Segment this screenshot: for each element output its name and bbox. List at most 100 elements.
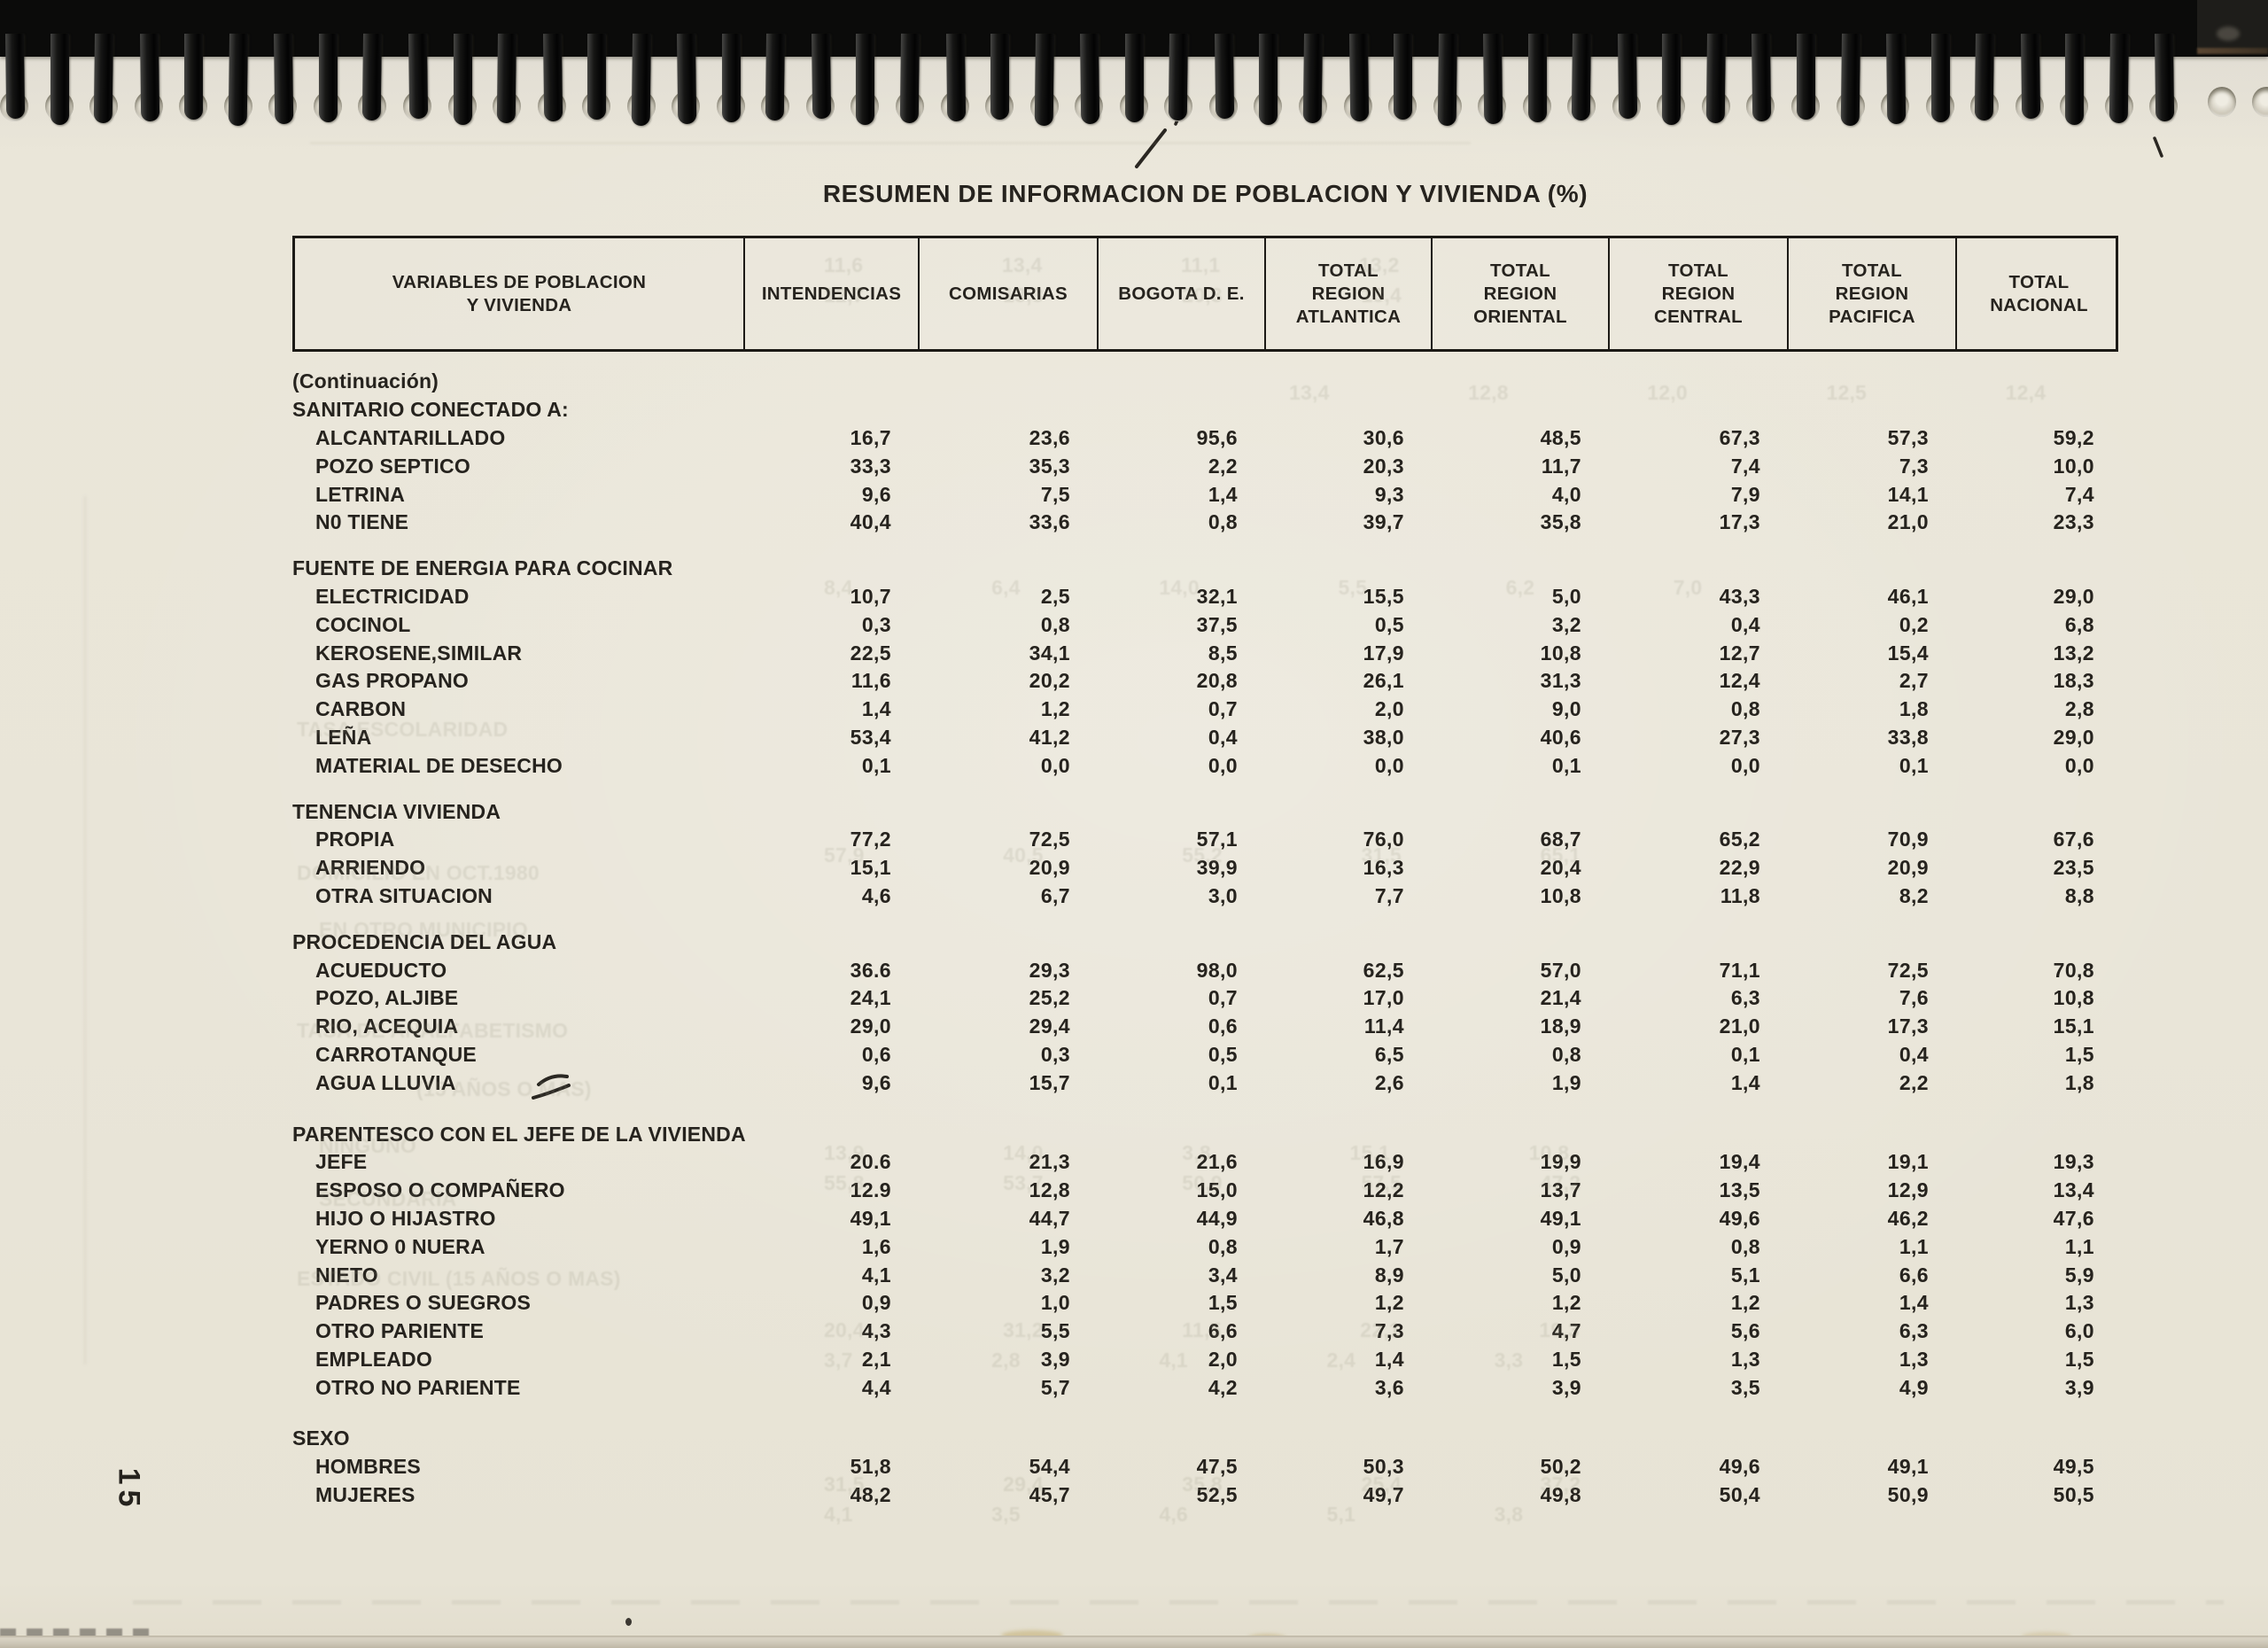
cell-value: 21,3 [1029,1150,1070,1174]
cell-value: 16,3 [1363,856,1404,880]
cell-value: 20,9 [1887,856,1929,880]
cell-value: 77,2 [850,828,891,851]
binding-prong [184,34,204,120]
header-line: TOTAL [1318,260,1379,281]
table-row: TENENCIA VIVIENDA [292,797,2118,826]
cell-value: 16,9 [1363,1150,1404,1174]
ghost-numbers: 20,4 31,2 11,5 22,1 19,3 [824,1318,1580,1341]
binding-prong [1214,33,1235,120]
cell-value: 25,2 [1029,986,1070,1010]
cell-value: 6,3 [1899,1319,1929,1343]
cell-value: 5,7 [1040,1375,1070,1399]
cell-value: 49,1 [1887,1455,1929,1479]
cell-value: 0,0 [1730,753,1760,777]
cell-value: 7,4 [2064,482,2094,506]
row-label: CARROTANQUE [315,1042,477,1066]
ghost-numbers: 31,5 29,4 35,8 25,4 37,2 [824,1473,1581,1496]
cell-value: 0,8 [1040,612,1070,636]
cell-value: 44,7 [1029,1206,1070,1230]
cell-value: 34,1 [1029,641,1070,665]
pen-tick-mark [2153,136,2163,158]
cell-value: 2,7 [1899,669,1929,693]
binding-prong [631,33,651,127]
binding-prong [990,34,1010,120]
binding-prong [1124,34,1144,122]
cell-value: 52,5 [1196,1483,1238,1507]
row-label: POZO, ALJIBE [315,986,459,1010]
cell-value: 6,6 [1899,1263,1929,1287]
cell-value: 0,4 [1899,1042,1929,1066]
cell-value: 0,8 [1208,510,1238,534]
cell-value: 20,9 [1029,856,1070,880]
cell-value: 51,8 [850,1455,891,1479]
cell-value: 15,1 [2053,1014,2094,1038]
ghost-numbers: 11,6 13,4 11,1 13,2 [824,253,1400,276]
binding-prong [1394,34,1413,120]
cell-value: 15,1 [850,856,891,880]
cell-value: 36.6 [850,958,891,982]
cell-value: 13,5 [1719,1178,1760,1202]
table-row: JEFE 20.6 21,3 21,6 16,9 19,9 19,4 19,1 19,3 [292,1148,2118,1177]
binding-prong [228,33,248,127]
binding-prong [1483,33,1503,125]
cell-value: 19,9 [1540,1150,1581,1174]
cell-value: 59,2 [2053,425,2094,449]
cell-value: 50,2 [1540,1455,1581,1479]
cell-value: 49,1 [1540,1206,1581,1230]
cell-value: 3,9 [2064,1375,2094,1399]
cell-value: 26,1 [1363,669,1404,693]
cell-value: 15,7 [1029,1070,1070,1094]
binding-prong [5,33,26,120]
table-row: CARBON 1,4 1,2 0,7 2,0 9,0 0,8 1,8 2,8 [292,696,2118,724]
header-cell: BOGOTA D. E. [1097,238,1264,349]
cell-value: 16,7 [850,425,891,449]
table-row: PADRES O SUEGROS 0,9 1,0 1,5 1,2 1,2 1,2 1,4 1,3 [292,1289,2118,1318]
cell-value: 95,6 [1196,425,1238,449]
ghost-numbers: 57,9 40,5 55,2 31,5 65,1 [824,843,1581,867]
table-row: LETRINA 9,6 7,5 1,4 9,3 4,0 7,9 14,1 7,4 [292,480,2118,509]
cell-value: 20,8 [1196,669,1238,693]
cell-value: 0,7 [1208,697,1238,721]
cell-value: 13,7 [1540,1178,1581,1202]
header-line: REGION [1483,283,1557,304]
cell-value: 71,1 [1719,958,1760,982]
cell-value: 0,0 [1208,753,1238,777]
binding-prong [318,34,338,122]
cell-value: 22,9 [1719,856,1760,880]
cell-value: 0,5 [1208,1042,1238,1066]
cell-value: 72,5 [1029,828,1070,851]
cell-value: 3,5 [1730,1375,1760,1399]
header-line: TOTAL [2008,271,2070,292]
ghost-label: EN OTRO MUNICIPIO [319,918,528,941]
binding-prong [93,33,114,124]
cell-value: 2,6 [1374,1070,1404,1094]
cell-value: 31,3 [1540,669,1581,693]
cell-value: 0,8 [1730,697,1760,721]
binding-prong [1080,33,1100,125]
cell-value: 13,2 [2053,641,2094,665]
cell-value: 12,4 [1719,669,1760,693]
cell-value: 14,1 [1887,482,1929,506]
header-line: TOTAL [1842,260,1902,281]
cell-value: 10,8 [2053,986,2094,1010]
cell-value: 76,0 [1363,828,1404,851]
cell-value: 6,8 [2064,612,2094,636]
header-cell: COMISARIAS [918,238,1097,349]
cell-value: 7,3 [1374,1319,1404,1343]
cell-value: 50,9 [1887,1483,1929,1507]
header-line: ORIENTAL [1473,306,1567,327]
cell-value: 23,5 [2053,856,2094,880]
cell-value: 0,6 [1208,1014,1238,1038]
row-label: ESPOSO O COMPAÑERO [315,1178,565,1202]
table-row: COCINOL 0,3 0,8 37,5 0,5 3,2 0,4 0,2 6,8 [292,610,2118,639]
binding-prong [139,33,159,122]
binding-reflection [2217,27,2240,41]
header-cell: TOTAL REGION ATLANTICA [1264,238,1431,349]
cell-value: 1,4 [1208,482,1238,506]
cell-value: 41,2 [1029,725,1070,749]
cell-value: 1,2 [1730,1291,1760,1315]
cell-value: 4,4 [861,1375,891,1399]
cell-value: 4,6 [861,883,891,907]
cell-value: 7,6 [1899,986,1929,1010]
handwritten-squiggle [532,1074,571,1100]
